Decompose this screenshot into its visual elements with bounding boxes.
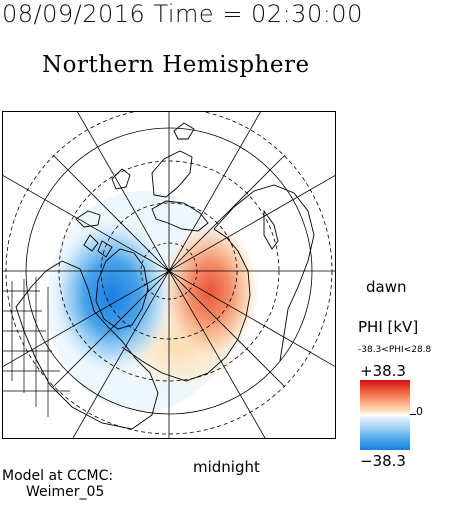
- coastline-scandinavia: [151, 150, 193, 198]
- potential-positive-cell: [160, 221, 260, 361]
- colorbar-title: PHI [kV]: [358, 318, 419, 336]
- colorbar-zero-tick: [410, 414, 416, 415]
- datetime-title: 08/09/2016 Time = 02:30:00: [2, 0, 363, 28]
- coastline-svalbard: [173, 122, 195, 140]
- hemisphere-title: Northern Hemisphere: [42, 52, 310, 78]
- coastline-north-america: [15, 260, 159, 430]
- midnight-label: midnight: [193, 458, 260, 476]
- coastline-novaya-zemlya: [263, 209, 279, 250]
- coastline-iceland: [75, 210, 101, 228]
- colorbar-max-label: +38.3: [360, 362, 406, 380]
- corner-grid: [2, 277, 70, 417]
- colorbar-zero-label: 0: [416, 405, 423, 418]
- coastline-greenland: [95, 248, 149, 330]
- potential-negative-cell: [50, 218, 174, 374]
- coastlines: [15, 122, 315, 430]
- polar-map: [2, 111, 336, 439]
- colorbar-gradient: [360, 380, 410, 450]
- coastline-alaska: [121, 338, 239, 382]
- coastline-siberia: [213, 228, 251, 340]
- model-name: Weimer_05: [26, 484, 105, 500]
- meridian-lines: [2, 111, 336, 439]
- model-label: Model at CCMC:: [2, 468, 114, 484]
- map-frame: [2, 111, 336, 439]
- coastline-europe: [151, 200, 209, 232]
- colorbar-min-label: −38.3: [360, 452, 406, 470]
- coastline-british-isles: [111, 168, 131, 190]
- colorbar-range: -38.3<PHI<28.8: [358, 345, 432, 355]
- coastline-arctic-islands: [83, 234, 113, 258]
- coastline-asia: [213, 184, 315, 362]
- dawn-label: dawn: [366, 278, 407, 296]
